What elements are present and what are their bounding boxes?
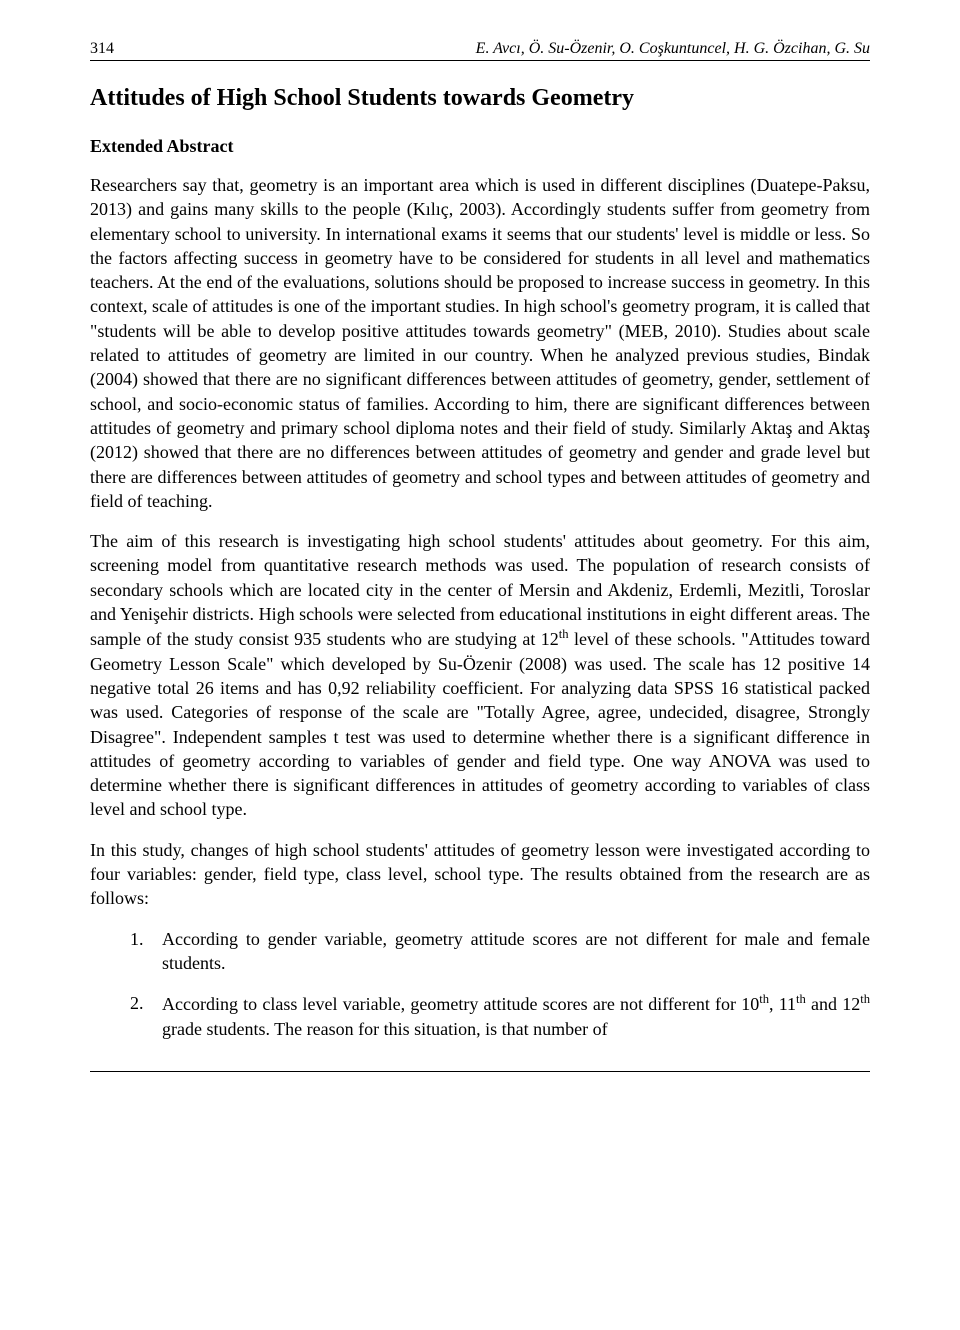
list-item-text: According to gender variable, geometry a… — [162, 927, 870, 976]
p2-superscript: th — [559, 627, 569, 641]
abstract-paragraph-2: The aim of this research is investigatin… — [90, 529, 870, 822]
list-item: 2. According to class level variable, ge… — [90, 991, 870, 1041]
paper-title: Attitudes of High School Students toward… — [90, 85, 870, 112]
header-authors: E. Avcı, Ö. Su-Özenir, O. Coşkuntuncel, … — [476, 40, 870, 58]
list-marker: 2. — [130, 991, 162, 1041]
page-header: 314 E. Avcı, Ö. Su-Özenir, O. Coşkuntunc… — [90, 40, 870, 61]
abstract-paragraph-3: In this study, changes of high school st… — [90, 838, 870, 911]
list-marker: 1. — [130, 927, 162, 976]
list-item: 1. According to gender variable, geometr… — [90, 927, 870, 976]
abstract-label: Extended Abstract — [90, 136, 870, 157]
abstract-paragraph-1: Researchers say that, geometry is an imp… — [90, 173, 870, 513]
p2-text-cont: level of these schools. "Attitudes towar… — [90, 629, 870, 819]
list-item-text: According to class level variable, geome… — [162, 991, 870, 1041]
footer-divider — [90, 1071, 870, 1072]
page-number: 314 — [90, 40, 114, 58]
results-list: 1. According to gender variable, geometr… — [90, 927, 870, 1041]
